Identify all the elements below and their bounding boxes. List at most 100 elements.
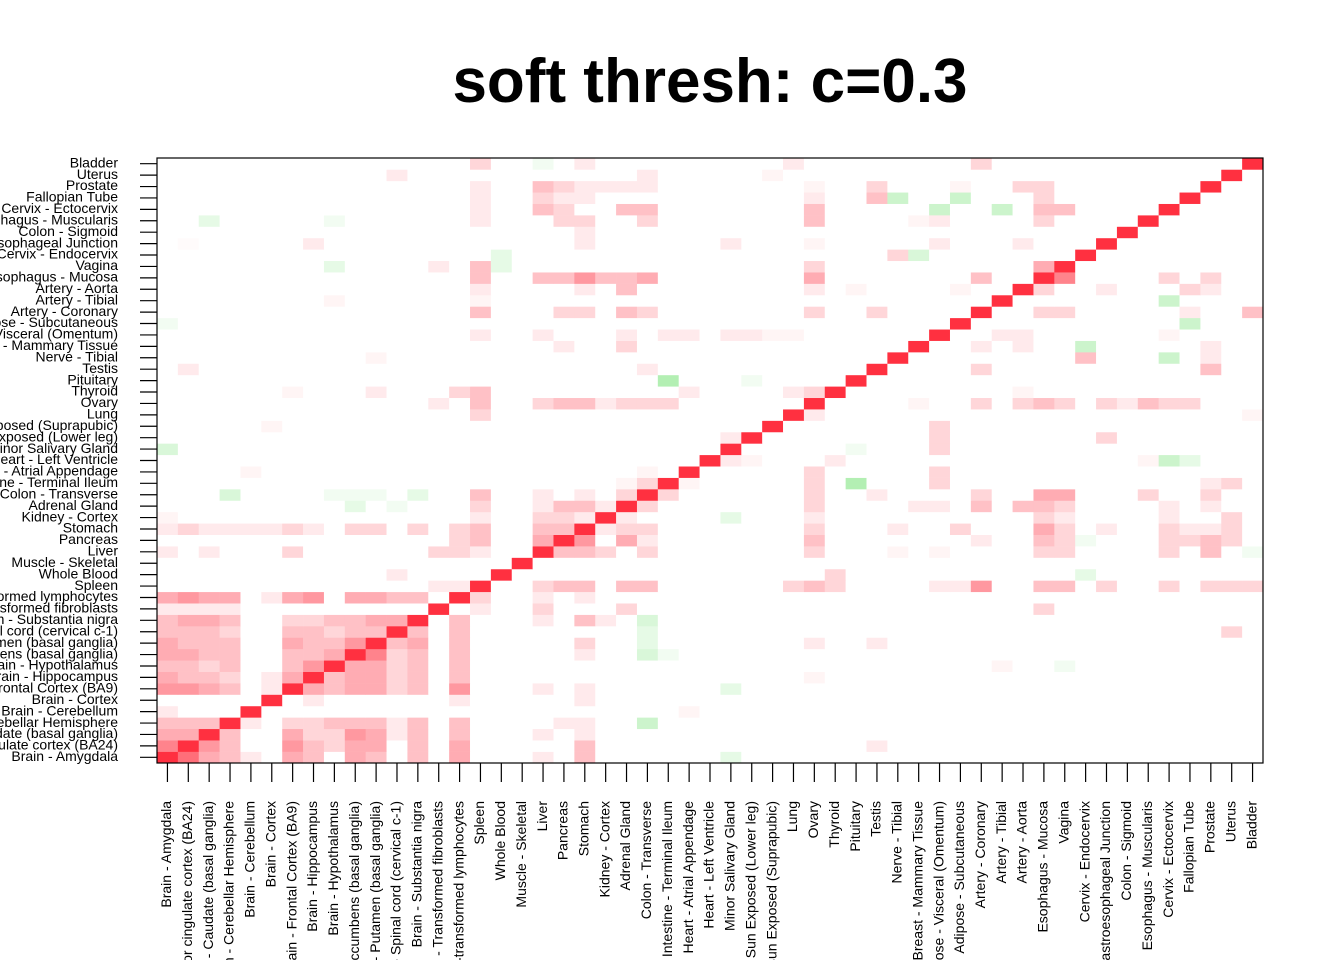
cell	[365, 192, 387, 204]
cell	[407, 568, 429, 581]
cell	[198, 511, 220, 524]
cell	[428, 260, 450, 273]
cell	[678, 694, 700, 707]
cell	[490, 169, 513, 182]
cell	[929, 352, 951, 364]
cell	[845, 511, 867, 524]
cell	[532, 237, 554, 250]
cell	[949, 580, 972, 593]
cell	[303, 511, 325, 524]
cell	[866, 249, 888, 262]
cell	[908, 192, 930, 204]
cell	[991, 648, 1013, 661]
cell	[261, 477, 283, 490]
cell	[699, 580, 721, 593]
cell	[636, 420, 659, 433]
cell	[282, 500, 304, 513]
cell	[240, 272, 262, 284]
cell	[970, 340, 993, 353]
cell	[699, 637, 721, 650]
cell	[929, 683, 951, 695]
cell	[240, 626, 262, 638]
cell	[553, 648, 575, 661]
cell	[470, 740, 492, 752]
cell	[616, 557, 638, 570]
cell	[219, 489, 241, 501]
cell	[198, 626, 220, 638]
cell	[365, 317, 387, 330]
cell	[1179, 751, 1201, 764]
cell	[636, 717, 659, 730]
cell	[720, 352, 742, 364]
cell	[657, 306, 679, 319]
cell	[532, 340, 554, 353]
cell	[344, 340, 366, 353]
cell	[1179, 420, 1201, 433]
cell	[532, 751, 554, 764]
cell	[595, 226, 617, 239]
cell	[303, 409, 325, 421]
cell	[1158, 477, 1180, 490]
cell	[1179, 192, 1201, 204]
cell	[803, 477, 826, 490]
cell	[157, 694, 179, 707]
cell	[365, 626, 387, 638]
cell	[1012, 614, 1034, 627]
cell	[344, 546, 366, 558]
cell	[949, 272, 972, 284]
cell	[949, 717, 972, 730]
cell	[1179, 272, 1201, 284]
chart-title: soft thresh: c=0.3	[452, 47, 967, 116]
cell	[929, 283, 951, 296]
cell	[261, 557, 283, 570]
cell	[407, 203, 429, 216]
cell	[1054, 717, 1076, 730]
cell	[386, 534, 408, 547]
cell	[991, 534, 1013, 547]
cell	[553, 340, 575, 353]
cell	[449, 546, 471, 558]
cell	[1096, 728, 1118, 741]
cell	[1012, 203, 1034, 216]
cell	[699, 386, 721, 399]
cell	[908, 466, 930, 478]
cell	[866, 546, 888, 558]
cell	[511, 386, 533, 399]
cell	[970, 568, 993, 581]
cell	[198, 249, 220, 262]
cell	[177, 363, 200, 376]
cell	[1012, 192, 1034, 204]
cell	[428, 374, 450, 387]
cell	[303, 180, 325, 193]
cell	[1116, 534, 1139, 547]
cell	[365, 717, 387, 730]
cell	[407, 431, 429, 444]
cell	[407, 683, 429, 695]
cell	[1242, 751, 1264, 764]
cell	[157, 397, 179, 410]
cell	[595, 180, 617, 193]
cell	[261, 386, 283, 399]
cell	[511, 443, 533, 456]
cell	[991, 397, 1013, 410]
cell	[386, 477, 408, 490]
cell	[1075, 568, 1097, 581]
x-tick-label: Skin - Sun Exposed (Lower leg)	[742, 801, 758, 960]
cell	[970, 294, 993, 307]
cell	[219, 580, 241, 593]
cell	[970, 683, 993, 695]
cell	[344, 534, 366, 547]
cell	[157, 226, 179, 239]
cell	[845, 192, 867, 204]
cell	[970, 158, 993, 170]
cell	[1096, 671, 1118, 684]
cell	[1075, 683, 1097, 695]
cell	[1054, 317, 1076, 330]
cell	[991, 386, 1013, 399]
cell	[908, 431, 930, 444]
cell	[970, 523, 993, 535]
cell	[282, 306, 304, 319]
cell	[720, 260, 742, 273]
cell	[595, 420, 617, 433]
cell	[845, 294, 867, 307]
